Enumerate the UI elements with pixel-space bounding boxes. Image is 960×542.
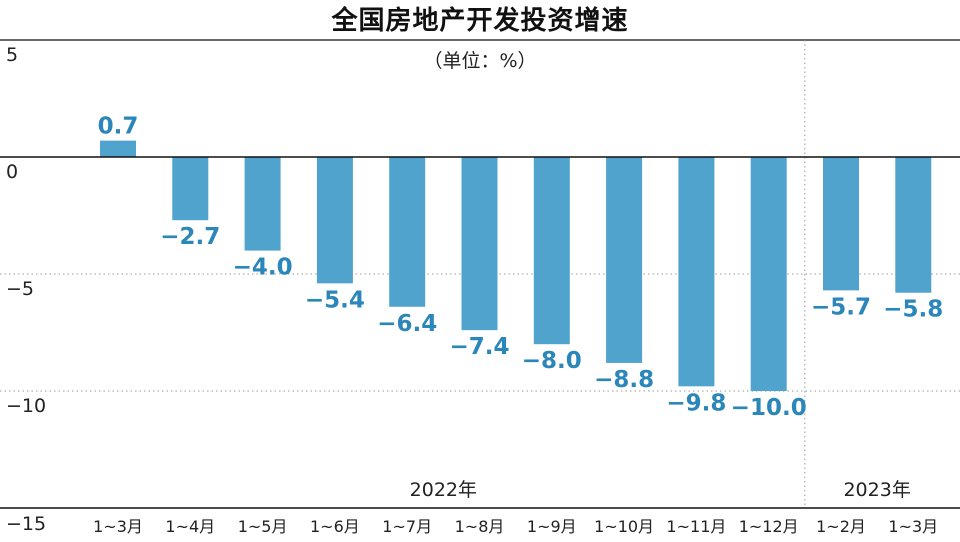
bar — [461, 157, 498, 331]
bar — [244, 157, 281, 251]
chart-title: 全国房地产开发投资增速 — [331, 6, 629, 36]
category-label: 1~3月 — [888, 517, 938, 536]
category-label: 1~3月 — [93, 517, 143, 536]
category-label: 1~5月 — [238, 517, 288, 536]
value-label: −4.0 — [233, 255, 293, 281]
value-label: −5.7 — [811, 294, 871, 320]
y-tick-label: −10 — [6, 395, 46, 417]
value-label: −6.4 — [377, 311, 437, 337]
category-label: 1~11月 — [666, 517, 726, 536]
value-label: −8.0 — [522, 348, 582, 374]
bar — [750, 157, 787, 391]
bar — [389, 157, 426, 307]
y-tick-label: −15 — [6, 513, 46, 535]
value-label: −8.8 — [594, 367, 654, 393]
value-label: −9.8 — [666, 390, 726, 416]
value-label: −5.4 — [305, 287, 365, 313]
unit-label: （单位：%） — [423, 50, 537, 72]
y-tick-label: 0 — [6, 161, 18, 183]
y-tick-label: −5 — [6, 278, 34, 300]
bar — [606, 157, 643, 363]
bar — [100, 140, 136, 157]
category-label: 1~2月 — [816, 517, 866, 536]
category-label: 1~8月 — [455, 517, 505, 536]
bar — [895, 157, 932, 293]
category-label: 1~4月 — [165, 517, 215, 536]
category-label: 1~10月 — [594, 517, 654, 536]
bar — [678, 157, 715, 387]
bar — [533, 157, 570, 345]
value-label: −5.8 — [883, 297, 943, 323]
category-label: 1~6月 — [310, 517, 360, 536]
year-group-label: 2023年 — [843, 479, 910, 501]
value-label: −10.0 — [731, 395, 807, 421]
year-group-label: 2022年 — [410, 479, 477, 501]
category-label: 1~12月 — [739, 517, 799, 536]
y-tick-label: 5 — [6, 44, 18, 66]
value-label: −2.7 — [160, 224, 220, 250]
category-label: 1~9月 — [527, 517, 577, 536]
bar — [172, 157, 209, 221]
value-label: 0.7 — [98, 114, 139, 140]
bar — [823, 157, 859, 291]
bar — [316, 157, 353, 284]
category-label: 1~7月 — [382, 517, 432, 536]
value-label: −7.4 — [449, 334, 509, 360]
